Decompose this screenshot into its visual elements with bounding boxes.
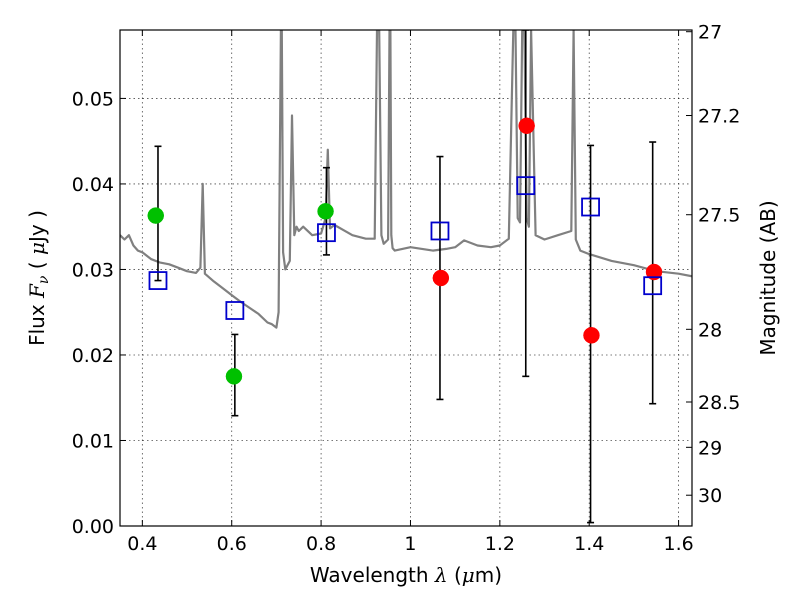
y-tick-label: 0.00 [72, 516, 114, 538]
plot-frame [119, 29, 693, 527]
open-square-marker [643, 276, 663, 296]
circle-marker [432, 269, 450, 287]
open-square-marker [317, 223, 336, 243]
y-tick-label: 0.04 [72, 174, 114, 196]
x-tick-label: 1 [404, 533, 416, 555]
open-square-marker [430, 221, 450, 241]
circle-marker [518, 117, 535, 135]
x-tick-label: 0.4 [127, 533, 157, 555]
x-tick-label: 1.4 [574, 533, 604, 555]
y2-tick-label: 27 [698, 22, 722, 44]
model-spectrum-line [120, 30, 692, 329]
open-square-marker [225, 301, 245, 320]
y-axis-label: Flux Fν ( μJy ) [25, 210, 52, 346]
y2-tick-label: 30 [698, 485, 722, 507]
open-square-marker [148, 271, 168, 290]
y2-tick-label: 27.2 [698, 106, 740, 128]
grid [120, 30, 692, 527]
error-bars [154, 30, 657, 524]
y-tick-label: 0.01 [72, 430, 114, 452]
circle-marker [645, 263, 663, 281]
open-square-marker [581, 197, 600, 217]
y-tick-label: 0.03 [72, 259, 114, 281]
y2-axis-label: Magnitude (AB) [756, 200, 780, 355]
x-tick-label: 0.8 [306, 533, 336, 555]
y-tick-label: 0.02 [72, 345, 114, 367]
x-tick-label: 1.6 [663, 533, 693, 555]
circle-marker [317, 203, 334, 220]
y2-tick-label: 28.5 [698, 392, 740, 414]
y2-tick-label: 28 [698, 319, 722, 341]
axis-ticks: 0.4 0.6 0.8 1 1.2 1.4 1.6 0.00 0.01 0.02 0.03 0.04 0… [72, 22, 741, 555]
circle-marker [147, 207, 164, 224]
model-spectrum [120, 30, 692, 329]
open-square-marker [516, 176, 536, 196]
circle-marker [225, 368, 243, 385]
y2-tick-label: 29 [698, 437, 722, 459]
y2-tick-label: 27.5 [698, 205, 740, 227]
x-tick-label: 0.6 [217, 533, 247, 555]
x-tick-label: 1.2 [485, 533, 515, 555]
x-axis-label: Wavelength λ (μm) [310, 563, 502, 587]
y-tick-label: 0.05 [72, 88, 114, 110]
circle-marker [583, 327, 600, 344]
data-markers [147, 117, 663, 385]
